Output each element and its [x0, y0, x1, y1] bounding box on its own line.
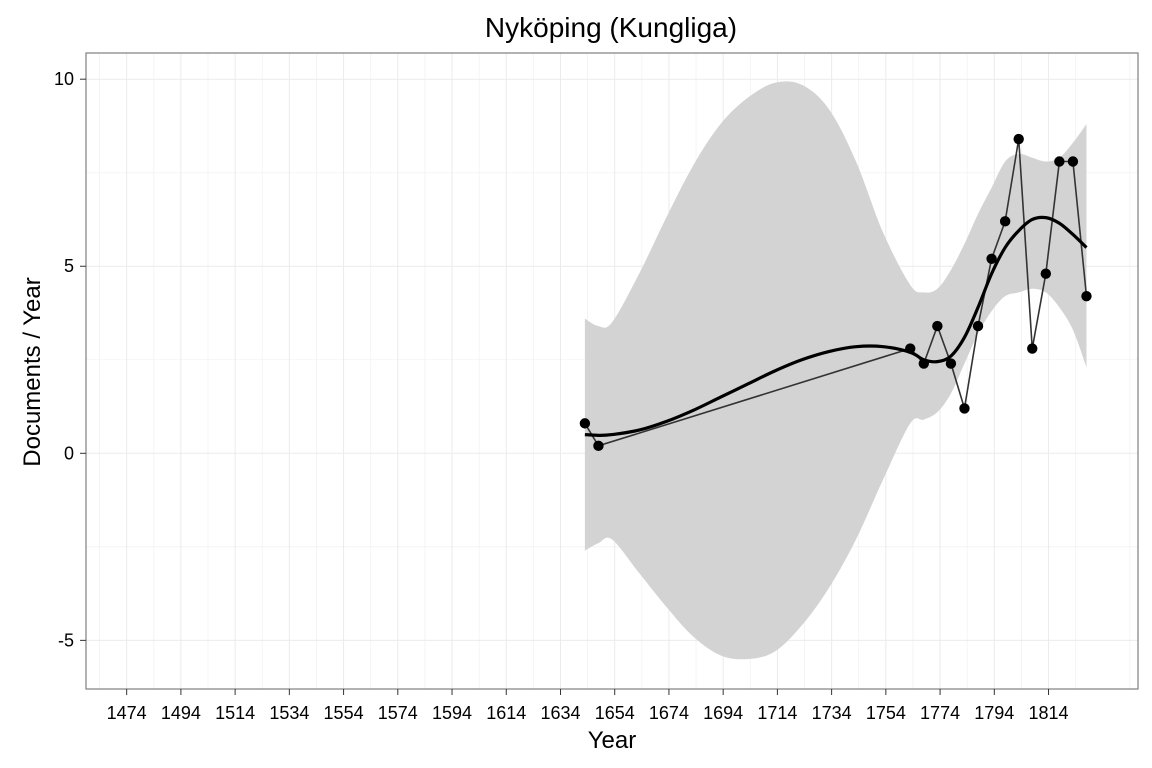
y-tick-label: 5	[64, 256, 74, 276]
panel-border	[85, 52, 1139, 690]
y-axis: -5 0 5 10	[54, 69, 86, 650]
data-point	[999, 216, 1011, 227]
y-tick-label: 0	[64, 443, 74, 463]
data-point	[1081, 290, 1092, 302]
x-tick-label: 1554	[324, 703, 364, 723]
x-axis-title: Year	[588, 727, 637, 754]
x-tick-label: 1494	[161, 703, 201, 723]
x-tick-label: 1634	[540, 703, 580, 723]
x-tick-label: 1574	[378, 703, 418, 723]
data-point	[579, 418, 591, 429]
x-tick-label: 1694	[703, 703, 743, 723]
x-tick-label: 1714	[757, 703, 797, 723]
y-tick-label: -5	[58, 630, 74, 650]
plot-panel	[85, 52, 1139, 690]
x-tick-label: 1734	[812, 703, 852, 723]
data-point	[986, 253, 997, 264]
x-tick-label: 1754	[866, 703, 906, 723]
x-tick-label: 1534	[269, 703, 309, 723]
x-tick-label: 1774	[920, 703, 960, 723]
x-tick-label: 1514	[215, 703, 255, 723]
data-point	[593, 440, 604, 452]
data-point	[918, 358, 930, 369]
data-point	[972, 320, 984, 332]
data-point	[905, 343, 916, 354]
x-tick-label: 1474	[107, 703, 147, 723]
data-point	[959, 403, 970, 414]
x-tick-label: 1674	[649, 703, 689, 723]
x-tick-label: 1654	[595, 703, 635, 723]
chart-title: Nyköping (Kungliga)	[485, 12, 737, 43]
data-point	[932, 320, 943, 332]
data-point	[1067, 156, 1079, 167]
x-tick-label: 1794	[974, 703, 1014, 723]
data-point	[1054, 156, 1065, 167]
x-tick-label: 1614	[486, 703, 526, 723]
data-point	[945, 358, 957, 369]
data-point	[1027, 343, 1038, 354]
x-tick-label: 1594	[432, 703, 472, 723]
x-tick-label: 1814	[1029, 703, 1069, 723]
x-axis: 1474 1494 1514 1534 1554 1574 1594 1614 1634 1654…	[107, 689, 1069, 723]
confidence-band	[584, 81, 1087, 660]
y-tick-label: 10	[54, 69, 74, 89]
data-point	[1040, 268, 1052, 279]
y-axis-title: Documents / Year	[19, 277, 46, 466]
data-points	[579, 133, 1092, 452]
data-point	[1013, 133, 1024, 145]
